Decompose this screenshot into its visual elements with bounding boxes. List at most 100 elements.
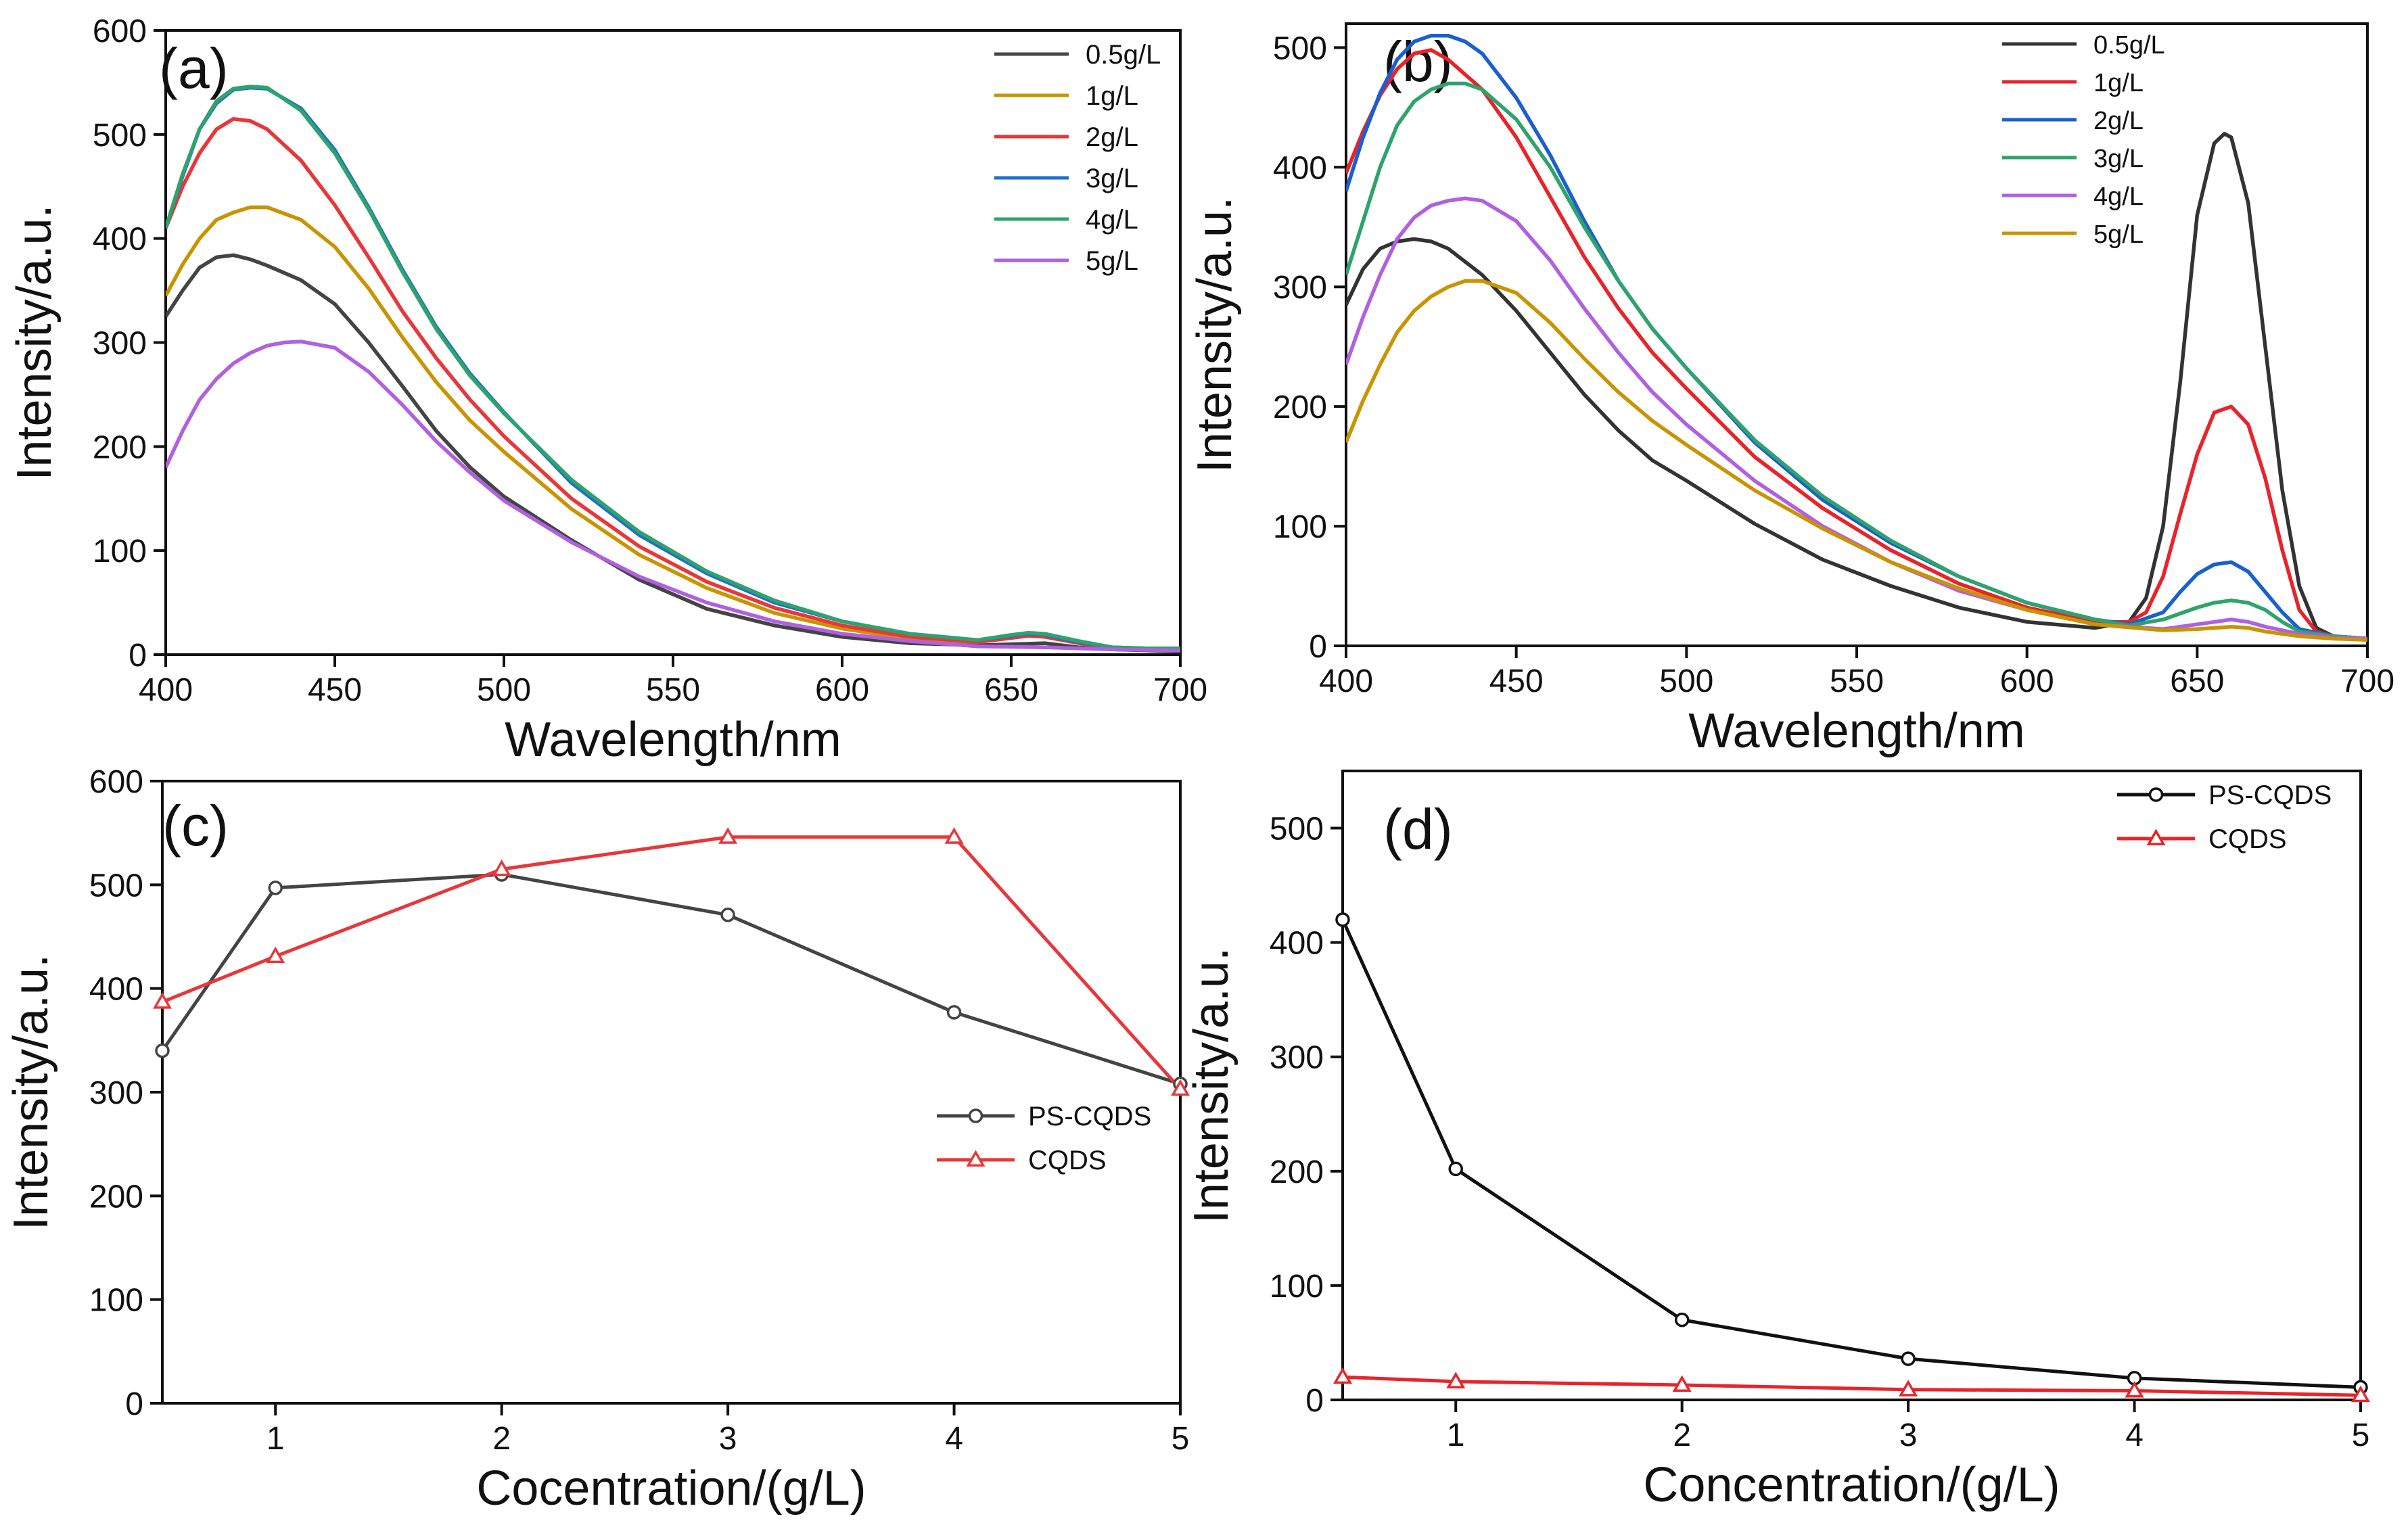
- y-tick-label: 0: [125, 1386, 143, 1422]
- legend: 0.5g/L 1g/L 2g/L 3g/L 4g/L 5g/L: [994, 40, 1161, 276]
- x-tick-label: 600: [2000, 663, 2054, 699]
- data-point-PS-CQDS: [1674, 1312, 1690, 1328]
- y-tick-label: 400: [1273, 150, 1327, 186]
- panel-a: 400 450 500 550 600 650 700 0 100 200 300 400 500 600…: [7, 14, 1207, 767]
- legend-label: 4g/L: [1086, 205, 1138, 235]
- y-tick-label: 400: [1270, 926, 1324, 962]
- legend-marker: [968, 1108, 983, 1123]
- y-tick-label: 200: [1270, 1154, 1324, 1190]
- y-tick-label: 100: [1273, 509, 1327, 545]
- y-tick-label: 200: [93, 429, 147, 465]
- y-tick-label: 0: [1309, 629, 1327, 665]
- plot-frame: [164, 29, 1182, 656]
- data-point-CQDS: [718, 827, 738, 844]
- data-point-PS-CQDS: [1901, 1351, 1916, 1366]
- x-tick-label: 650: [984, 672, 1038, 708]
- legend: 0.5g/L 1g/L 2g/L 3g/L 4g/L 5g/L: [2002, 31, 2165, 249]
- x-tick-label: 2: [1673, 1417, 1691, 1453]
- series-line-2g/L: [166, 117, 1180, 652]
- x-tick-label: 4: [2125, 1417, 2144, 1453]
- x-tick-label: 700: [1153, 672, 1207, 708]
- y-tick-label: 600: [89, 764, 143, 800]
- data-point-CQDS: [1672, 1375, 1692, 1392]
- legend-label: PS-CQDS: [1028, 1102, 1151, 1131]
- legend-marker: [2148, 787, 2164, 802]
- data-point-CQDS: [1446, 1371, 1466, 1388]
- legend-label: 1g/L: [1086, 81, 1138, 111]
- x-tick-label: 600: [815, 672, 869, 708]
- x-tick-label: 450: [1489, 663, 1544, 699]
- x-tick-label: 5: [2352, 1417, 2370, 1453]
- y-tick-label: 100: [89, 1283, 143, 1319]
- y-tick-label: 300: [1270, 1040, 1324, 1076]
- x-tick-label: 1: [267, 1421, 285, 1457]
- data-point-PS-CQDS: [155, 1043, 170, 1058]
- legend: PS-CQDS CQDS: [937, 1102, 1151, 1175]
- y-tick-label: 500: [93, 118, 147, 154]
- panel-label: (c): [162, 794, 229, 858]
- panel-label: (d): [1383, 797, 1453, 861]
- x-tick-label: 500: [477, 672, 531, 708]
- series-line-CQDS: [1343, 1375, 2361, 1397]
- x-tick-label: 2: [492, 1421, 511, 1457]
- y-tick-label: 300: [93, 326, 147, 362]
- data-point-PS-CQDS: [1448, 1161, 1463, 1177]
- legend-label: 5g/L: [2093, 220, 2144, 249]
- x-tick-label: 700: [2340, 663, 2394, 699]
- data-point-CQDS: [1899, 1380, 1918, 1397]
- legend-label: 0.5g/L: [2093, 31, 2165, 60]
- x-axis-title: Wavelength/nm: [1688, 704, 2025, 758]
- series-line-0.5g/L: [1346, 132, 2367, 641]
- y-axis-title: Intensity/a.u.: [4, 954, 58, 1230]
- panel-label: (a): [159, 37, 229, 100]
- data-point-CQDS: [944, 827, 964, 844]
- series-line-3g/L: [1346, 81, 2367, 641]
- legend: PS-CQDS CQDS: [2117, 780, 2332, 854]
- y-tick-label: 500: [1273, 30, 1327, 66]
- series-line-PS-CQDS: [162, 872, 1180, 1086]
- data-point-CQDS: [152, 992, 172, 1009]
- y-tick-label: 100: [1270, 1269, 1324, 1305]
- y-axis-title: Intensity/a.u.: [7, 204, 62, 480]
- x-tick-label: 4: [945, 1421, 963, 1457]
- series-line-1g/L: [1346, 48, 2367, 641]
- plot-frame: [1345, 22, 2369, 647]
- panel-d: 1 2 3 4 5 0 100 200 300 400 500 Concentration/(g/L)…: [1184, 770, 2371, 1512]
- legend-label: 4g/L: [2093, 183, 2144, 211]
- legend-label: 2g/L: [1086, 122, 1138, 152]
- legend-marker: [2146, 828, 2166, 845]
- data-point-CQDS: [266, 946, 285, 964]
- x-tick-label: 550: [1830, 663, 1884, 699]
- x-tick-label: 3: [1899, 1417, 1918, 1453]
- data-point-PS-CQDS: [1335, 912, 1350, 927]
- x-axis-title: Wavelength/nm: [505, 713, 841, 767]
- series-line-CQDS: [162, 835, 1180, 1091]
- y-tick-label: 200: [1273, 390, 1327, 425]
- x-axis-title: Cocentration/(g/L): [476, 1461, 866, 1516]
- series-line-2g/L: [1346, 33, 2367, 641]
- data-point-CQDS: [1333, 1367, 1353, 1384]
- series-group: [1343, 918, 2361, 1397]
- series-line-1g/L: [166, 205, 1180, 652]
- y-axis-title: Intensity/a.u.: [1188, 197, 1242, 473]
- data-point-CQDS: [1170, 1079, 1190, 1096]
- plot-frame: [1341, 770, 2362, 1401]
- y-tick-label: 500: [89, 868, 143, 904]
- y-tick-label: 400: [89, 972, 143, 1008]
- data-point-PS-CQDS: [268, 881, 283, 895]
- legend-label: 3g/L: [1086, 164, 1138, 193]
- data-point-PS-CQDS: [946, 1005, 962, 1020]
- panel-c: 1 2 3 4 5 0 100 200 300 400 500 600 Cocentration/(g/…: [4, 764, 1190, 1516]
- series-line-4g/L: [1346, 196, 2367, 641]
- x-tick-label: 650: [2170, 663, 2224, 699]
- legend-label: 3g/L: [2093, 145, 2144, 173]
- y-tick-label: 500: [1270, 812, 1324, 847]
- x-tick-label: 400: [1319, 663, 1373, 699]
- legend-label: 1g/L: [2093, 69, 2144, 97]
- x-tick-label: 3: [719, 1421, 737, 1457]
- data-point-CQDS: [492, 859, 511, 876]
- y-tick-label: 0: [129, 638, 147, 674]
- x-axis-title: Concentration/(g/L): [1643, 1458, 2060, 1512]
- data-point-CQDS: [2351, 1385, 2371, 1403]
